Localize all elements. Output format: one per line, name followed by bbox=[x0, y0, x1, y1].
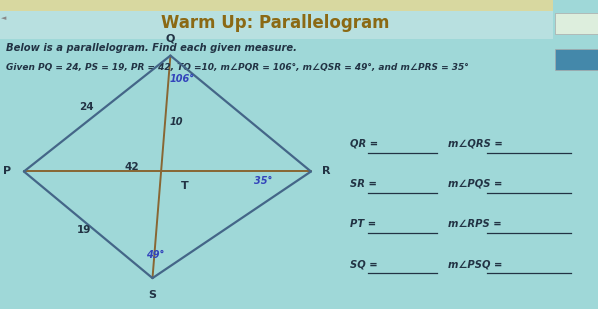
Text: m∠QRS =: m∠QRS = bbox=[448, 139, 504, 149]
Text: S: S bbox=[148, 290, 157, 300]
Text: ◄: ◄ bbox=[1, 15, 7, 22]
Text: T: T bbox=[181, 181, 189, 191]
Text: m∠PQS =: m∠PQS = bbox=[448, 179, 503, 189]
Text: P: P bbox=[2, 167, 11, 176]
Text: PT =: PT = bbox=[350, 219, 376, 229]
Text: 106°: 106° bbox=[170, 74, 195, 84]
Text: R: R bbox=[322, 167, 330, 176]
FancyBboxPatch shape bbox=[555, 49, 598, 70]
Text: 10: 10 bbox=[170, 117, 183, 127]
Text: SR =: SR = bbox=[350, 179, 377, 189]
Text: Given PQ = 24, PS = 19, PR = 42, TQ =10, m∠PQR = 106°, m∠QSR = 49°, and m∠PRS = : Given PQ = 24, PS = 19, PR = 42, TQ =10,… bbox=[6, 63, 469, 72]
Text: m∠RPS =: m∠RPS = bbox=[448, 219, 502, 229]
FancyBboxPatch shape bbox=[0, 0, 553, 39]
Text: Q: Q bbox=[166, 33, 175, 43]
Text: Warm Up: Parallelogram: Warm Up: Parallelogram bbox=[161, 14, 389, 32]
FancyBboxPatch shape bbox=[0, 0, 553, 11]
Text: 49°: 49° bbox=[147, 250, 164, 260]
Text: 24: 24 bbox=[80, 102, 94, 112]
Text: 35°: 35° bbox=[254, 176, 272, 186]
Text: 42: 42 bbox=[124, 162, 139, 172]
Text: SQ =: SQ = bbox=[350, 259, 377, 269]
Text: 19: 19 bbox=[77, 225, 91, 235]
Text: Below is a parallelogram. Find each given measure.: Below is a parallelogram. Find each give… bbox=[6, 43, 297, 53]
Text: QR =: QR = bbox=[350, 139, 378, 149]
Text: m∠PSQ =: m∠PSQ = bbox=[448, 259, 503, 269]
FancyBboxPatch shape bbox=[555, 13, 598, 34]
